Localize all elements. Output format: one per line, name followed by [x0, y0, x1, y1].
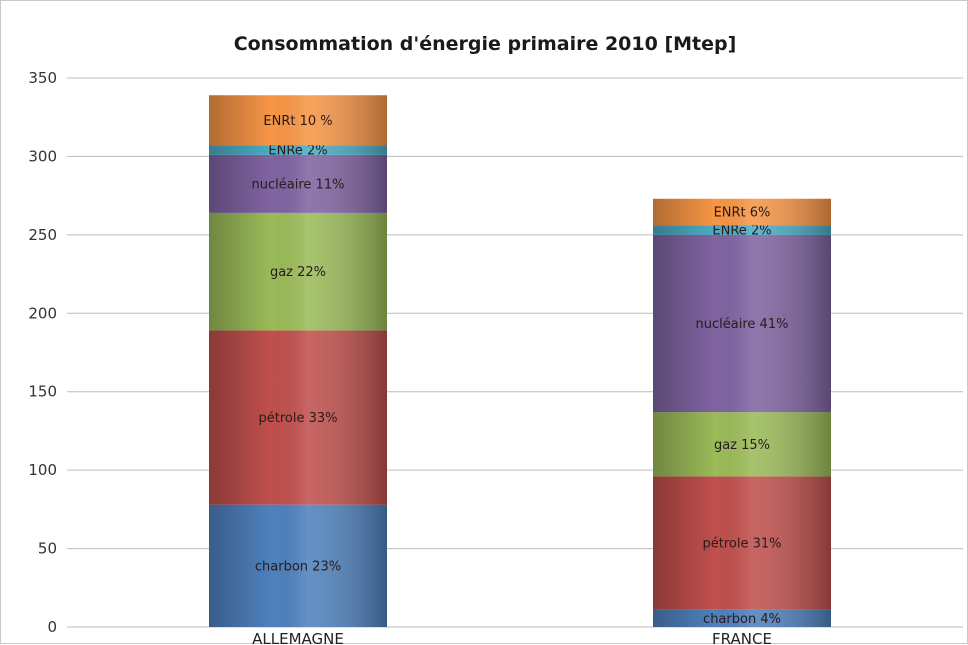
y-tick-label: 50 — [38, 540, 57, 558]
y-tick-label: 350 — [28, 69, 57, 87]
segment-label-ENRt-0: ENRt 10 % — [263, 114, 332, 129]
bar-shading-ENRt-1 — [653, 198, 831, 226]
y-tick-label: 200 — [28, 304, 57, 322]
bar-shading-gaz-1 — [653, 412, 831, 477]
segment-label-gaz-1: gaz 15% — [714, 438, 770, 453]
bar-shading-ENRe-0 — [209, 145, 387, 155]
bar-shading-charbon-1 — [653, 609, 831, 627]
category-label: FRANCE — [712, 630, 772, 645]
bar-shading-charbon-0 — [209, 504, 387, 627]
segment-label-petrole-0: pétrole 33% — [259, 411, 338, 426]
segment-label-petrole-1: pétrole 31% — [703, 537, 782, 552]
bar-shading-petrole-1 — [653, 476, 831, 610]
bar-shading-ENRe-1 — [653, 225, 831, 235]
segment-label-ENRt-1: ENRt 6% — [714, 206, 771, 221]
bar-shading-gaz-0 — [209, 212, 387, 331]
y-tick-label: 150 — [28, 383, 57, 401]
y-tick-label: 0 — [47, 618, 57, 636]
bar-shading-ENRt-0 — [209, 95, 387, 146]
chart-title: Consommation d'énergie primaire 2010 [Mt… — [234, 33, 737, 55]
segment-label-charbon-1: charbon 4% — [703, 612, 781, 627]
segment-label-nucleaire-0: nucléaire 11% — [252, 177, 345, 192]
bar-shading-petrole-0 — [209, 330, 387, 505]
y-tick-label: 300 — [28, 147, 57, 165]
segment-label-ENRe-0: ENRe 2% — [268, 144, 327, 159]
segment-label-gaz-0: gaz 22% — [270, 265, 326, 280]
y-tick-label: 100 — [28, 461, 57, 479]
segment-label-nucleaire-1: nucléaire 41% — [696, 317, 789, 332]
segment-label-charbon-0: charbon 23% — [255, 559, 341, 574]
bar-shading-nucleaire-0 — [209, 154, 387, 213]
y-axis-ticks: 0 50 100 150 200 250 300 350 — [28, 69, 57, 636]
y-tick-label: 250 — [28, 226, 57, 244]
segment-label-ENRe-1: ENRe 2% — [712, 224, 771, 239]
category-label: ALLEMAGNE — [252, 630, 344, 645]
bars: charbon 23% pétrole 33% gaz 22% nucléaire 1… — [209, 95, 831, 627]
x-axis-categories: ALLEMAGNE FRANCE — [252, 630, 772, 645]
bar-shading-nucleaire-1 — [653, 234, 831, 413]
